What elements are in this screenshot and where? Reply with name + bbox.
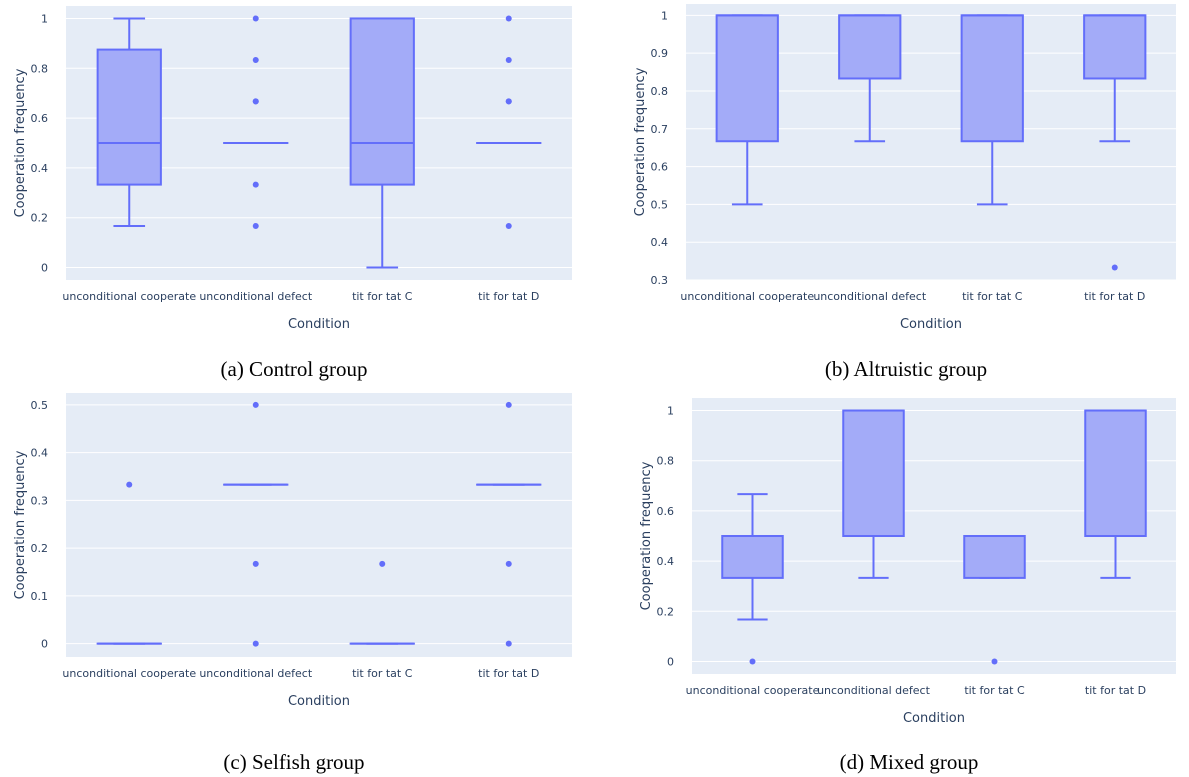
caption-selfish-group: (c) Selfish group	[223, 750, 365, 774]
x-tick-label: tit for tat D	[1085, 684, 1146, 697]
box-body	[842, 409, 905, 537]
y-tick-label: 0.4	[651, 236, 669, 249]
y-tick-label: 0.5	[31, 399, 49, 412]
y-axis-label: Cooperation frequency	[633, 67, 648, 216]
outlier-point	[505, 640, 512, 647]
y-tick-label: 1	[661, 9, 668, 22]
y-tick-label: 0.8	[657, 455, 675, 468]
x-tick-label: unconditional defect	[813, 290, 927, 303]
x-tick-label: unconditional cooperate	[62, 290, 196, 303]
y-tick-label: 0.4	[31, 447, 49, 460]
outlier-point	[126, 481, 133, 488]
box-body	[960, 14, 1024, 143]
x-tick-label: unconditional cooperate	[686, 684, 820, 697]
outlier-point	[505, 98, 512, 105]
box-body	[715, 14, 779, 143]
y-tick-label: 0.6	[657, 505, 675, 518]
box-body	[1084, 409, 1147, 537]
x-tick-label: unconditional cooperate	[62, 667, 196, 680]
box-body	[96, 48, 162, 186]
y-tick-label: 0	[41, 262, 48, 275]
plot-area	[66, 393, 572, 657]
outlier-point	[505, 222, 512, 229]
box-body	[349, 17, 415, 186]
outlier-point	[505, 560, 512, 567]
y-tick-label: 0.2	[657, 605, 675, 618]
y-tick-label: 0.2	[31, 212, 49, 225]
box-body	[838, 14, 902, 80]
outlier-point	[252, 181, 259, 188]
y-axis-label: Cooperation frequency	[13, 450, 28, 599]
y-tick-label: 0.5	[651, 198, 669, 211]
x-tick-label: unconditional defect	[817, 684, 931, 697]
caption-altruistic-group: (b) Altruistic group	[824, 357, 988, 381]
box-body	[963, 535, 1026, 579]
chart-mixed-group: 0 0.2 0.4 0.6 0.8 1 unconditional cooperateunc…	[639, 398, 1176, 726]
y-axis-label: Cooperation frequency	[639, 461, 654, 610]
outlier-point	[252, 98, 259, 105]
y-tick-label: 0.4	[31, 162, 49, 175]
y-axis-label: Cooperation frequency	[13, 68, 28, 217]
outlier-point	[505, 401, 512, 408]
chart-altruistic-group: 0.3 0.4 0.5 0.6 0.7 0.8 0.9 1 unconditional coop…	[633, 4, 1176, 332]
outlier-point	[749, 658, 756, 665]
x-tick-label: tit for tat C	[964, 684, 1025, 697]
x-tick-label: unconditional defect	[199, 667, 313, 680]
x-tick-label: tit for tat D	[478, 667, 539, 680]
x-tick-label: tit for tat D	[1084, 290, 1145, 303]
y-tick-label: 0.3	[31, 494, 49, 507]
box-body	[1083, 14, 1147, 80]
x-axis-label: Condition	[903, 711, 965, 726]
x-axis-label: Condition	[288, 317, 350, 332]
x-tick-label: tit for tat C	[352, 290, 413, 303]
y-tick-label: 0.6	[651, 161, 669, 174]
y-tick-label: 0.2	[31, 542, 49, 555]
y-tick-label: 0	[667, 655, 674, 668]
y-tick-label: 1	[41, 12, 48, 25]
y-tick-label: 0.3	[651, 274, 669, 287]
y-tick-label: 1	[667, 405, 674, 418]
outlier-point	[379, 560, 386, 567]
x-tick-label: tit for tat C	[962, 290, 1023, 303]
outlier-point	[505, 15, 512, 22]
x-tick-label: unconditional cooperate	[680, 290, 814, 303]
y-tick-label: 0.1	[31, 590, 49, 603]
y-tick-label: 0.7	[651, 123, 669, 136]
x-axis-label: Condition	[288, 694, 350, 709]
outlier-point	[252, 57, 259, 64]
y-tick-label: 0.6	[31, 112, 49, 125]
y-tick-label: 0.8	[651, 85, 669, 98]
caption-mixed-group: (d) Mixed group	[839, 750, 979, 774]
outlier-point	[252, 401, 259, 408]
y-tick-label: 0	[41, 638, 48, 651]
x-axis-label: Condition	[900, 317, 962, 332]
outlier-point	[505, 57, 512, 64]
outlier-point	[252, 222, 259, 229]
y-tick-label: 0.8	[31, 62, 49, 75]
y-tick-label: 0.4	[657, 555, 675, 568]
x-tick-label: unconditional defect	[199, 290, 313, 303]
outlier-point	[991, 658, 998, 665]
x-tick-label: tit for tat D	[478, 290, 539, 303]
chart-control-group: 0 0.2 0.4 0.6 0.8 1 unconditional cooperate unc…	[13, 6, 572, 332]
x-tick-label: tit for tat C	[352, 667, 413, 680]
box-body	[721, 535, 784, 579]
y-tick-label: 0.9	[651, 47, 669, 60]
chart-selfish-group: 0 0.1 0.2 0.3 0.4 0.5 unconditional cooperate u…	[13, 393, 572, 709]
outlier-point	[252, 15, 259, 22]
outlier-point	[252, 640, 259, 647]
outlier-point	[1111, 264, 1118, 271]
outlier-point	[252, 560, 259, 567]
caption-control-group: (a) Control group	[220, 357, 368, 381]
